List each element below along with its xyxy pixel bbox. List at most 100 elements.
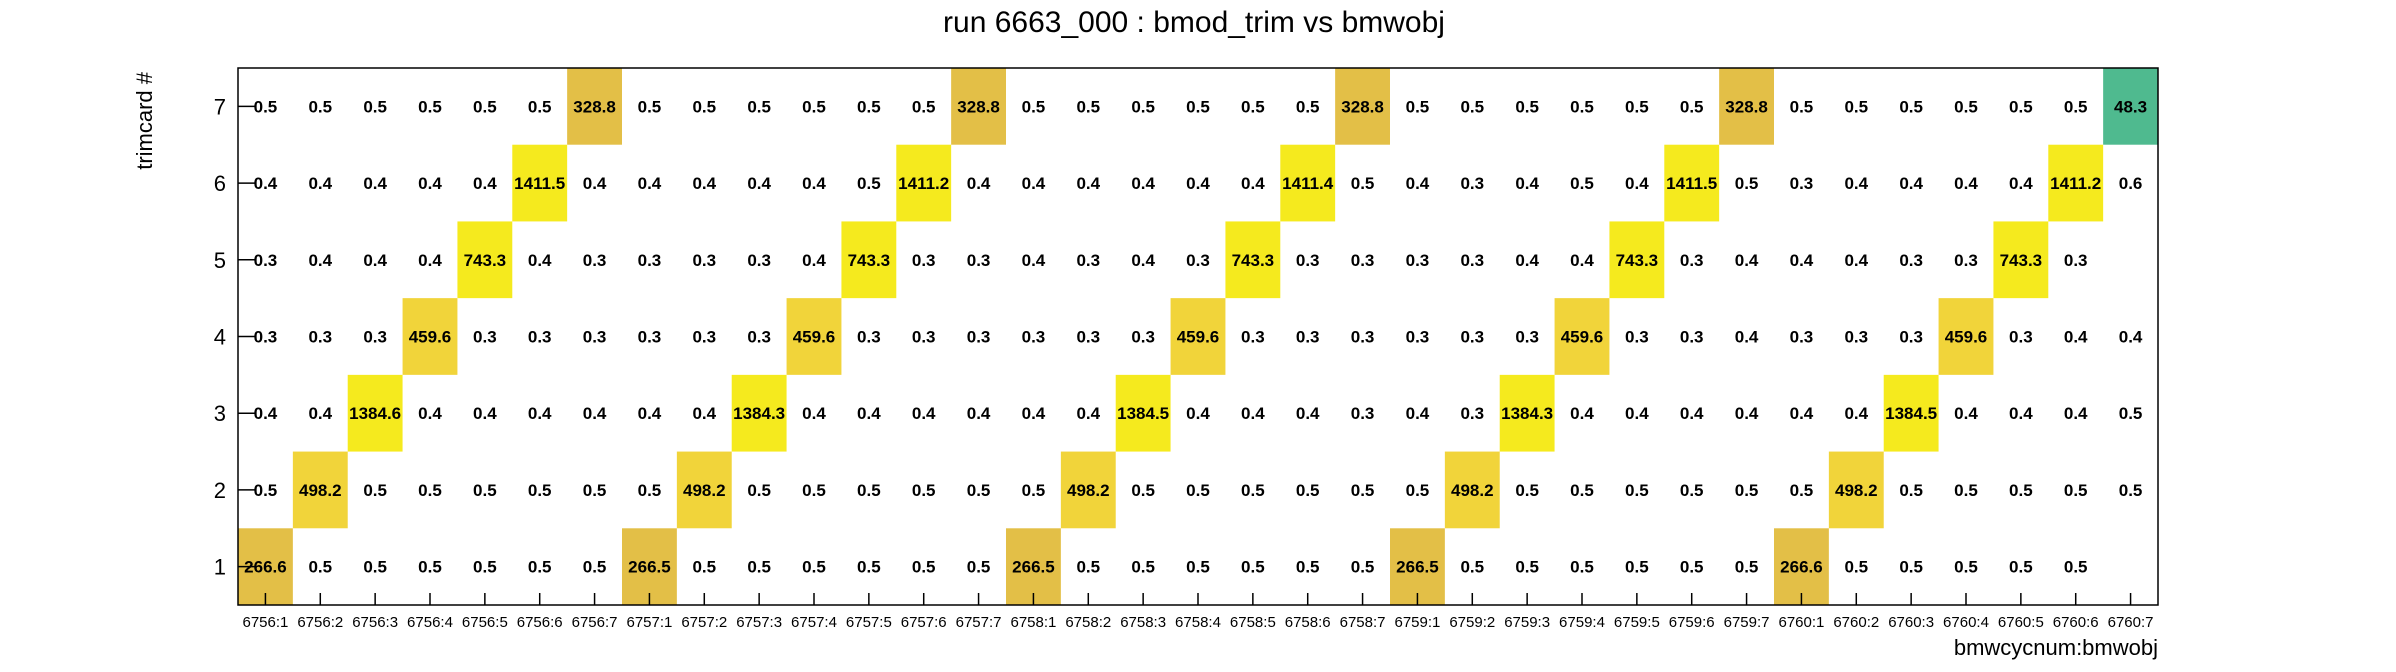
cell-value-label: 0.5 xyxy=(1241,558,1265,577)
cell-value-label: 459.6 xyxy=(1945,328,1988,347)
cell-value-label: 0.5 xyxy=(1406,97,1430,116)
cell-value-label: 266.6 xyxy=(244,558,287,577)
chart-title: run 6663_000 : bmod_trim vs bmwobj xyxy=(943,6,1445,39)
cell-value-label: 0.5 xyxy=(1241,481,1265,500)
cell-value-label: 0.4 xyxy=(418,404,442,423)
x-tick-label: 6757:4 xyxy=(791,614,837,631)
y-tick-label: 5 xyxy=(214,248,226,273)
cell-value-label: 0.5 xyxy=(1899,481,1923,500)
cell-value-label: 1384.3 xyxy=(1501,404,1553,423)
x-tick-label: 6756:1 xyxy=(242,614,288,631)
cell-value-label: 0.5 xyxy=(1515,558,1539,577)
cell-value-label: 0.3 xyxy=(1406,251,1430,270)
cell-value-label: 266.5 xyxy=(628,558,671,577)
cell-value-label: 0.5 xyxy=(2009,481,2033,500)
cell-value-label: 0.5 xyxy=(1186,481,1210,500)
heatmap-cell xyxy=(731,374,787,452)
cell-value-label: 0.3 xyxy=(747,328,771,347)
cell-value-label: 0.5 xyxy=(418,97,442,116)
cell-value-label: 0.5 xyxy=(1186,558,1210,577)
cell-value-label: 0.4 xyxy=(1515,251,1539,270)
x-tick-label: 6758:3 xyxy=(1120,614,1166,631)
x-tick-label: 6757:5 xyxy=(846,614,892,631)
cell-value-label: 0.4 xyxy=(1241,174,1265,193)
heatmap-cell xyxy=(1883,374,1939,452)
cell-value-label: 266.6 xyxy=(1780,558,1823,577)
cell-value-label: 0.3 xyxy=(1460,328,1484,347)
cell-value-label: 0.5 xyxy=(583,558,607,577)
cell-value-label: 0.4 xyxy=(363,174,387,193)
cell-value-label: 0.5 xyxy=(308,97,332,116)
heatmap-cell xyxy=(1609,221,1665,299)
cell-value-label: 0.5 xyxy=(1954,97,1978,116)
cell-value-label: 0.5 xyxy=(912,97,936,116)
heatmap-cell xyxy=(841,221,897,299)
x-tick-label: 6760:6 xyxy=(2053,614,2099,631)
heatmap-cells xyxy=(238,68,2158,605)
cell-value-label: 0.5 xyxy=(1351,174,1375,193)
cell-value-label: 1384.6 xyxy=(349,404,401,423)
cell-value-label: 459.6 xyxy=(409,328,452,347)
x-tick-label: 6760:5 xyxy=(1998,614,2044,631)
cell-value-label: 0.4 xyxy=(1735,328,1759,347)
x-tick-label: 6760:7 xyxy=(2108,614,2154,631)
heatmap-cell xyxy=(567,68,622,145)
x-tick-label: 6757:2 xyxy=(681,614,727,631)
cell-value-label: 0.4 xyxy=(1406,174,1430,193)
cell-value-label: 0.3 xyxy=(1296,328,1320,347)
cell-value-label: 0.4 xyxy=(692,174,716,193)
x-tick-label: 6756:3 xyxy=(352,614,398,631)
cell-value-label: 0.3 xyxy=(2064,251,2088,270)
heatmap-cell xyxy=(676,451,732,529)
cell-value-label: 0.3 xyxy=(967,251,991,270)
cell-value-label: 0.5 xyxy=(1954,558,1978,577)
heatmap-cell xyxy=(2048,144,2104,222)
cell-value-label: 0.5 xyxy=(1625,481,1649,500)
cell-value-label: 0.4 xyxy=(308,174,332,193)
cell-value-label: 0.5 xyxy=(2064,97,2088,116)
cell-value-label: 0.4 xyxy=(1625,404,1649,423)
cell-value-label: 0.4 xyxy=(1022,174,1046,193)
cell-value-label: 0.4 xyxy=(2064,328,2088,347)
cell-value-label: 0.5 xyxy=(1515,97,1539,116)
x-tick-label: 6759:6 xyxy=(1669,614,1715,631)
cell-value-label: 0.4 xyxy=(1844,174,1868,193)
x-tick-label: 6756:4 xyxy=(407,614,453,631)
cell-value-label: 0.4 xyxy=(857,404,881,423)
y-axis: 1 2 3 4 5 6 7 xyxy=(214,94,256,580)
cell-value-label: 498.2 xyxy=(683,481,726,500)
cell-value-label: 0.3 xyxy=(1844,328,1868,347)
cell-value-label: 0.3 xyxy=(1406,328,1430,347)
cell-value-label: 0.5 xyxy=(2064,558,2088,577)
cell-value-label: 0.5 xyxy=(1460,558,1484,577)
cell-value-label: 0.5 xyxy=(1570,97,1594,116)
cell-value-label: 0.3 xyxy=(473,328,497,347)
cell-value-label: 743.3 xyxy=(1616,251,1659,270)
x-tick-label: 6759:2 xyxy=(1449,614,1495,631)
cell-value-label: 743.3 xyxy=(2000,251,2043,270)
cell-value-label: 0.4 xyxy=(2064,404,2088,423)
cell-value-label: 0.5 xyxy=(967,481,991,500)
cell-value-label: 0.5 xyxy=(1515,481,1539,500)
cell-value-label: 0.4 xyxy=(747,174,771,193)
cell-value-label: 0.5 xyxy=(1296,481,1320,500)
cell-value-label: 0.5 xyxy=(692,97,716,116)
cell-value-label: 0.4 xyxy=(473,404,497,423)
cell-value-label: 0.3 xyxy=(692,251,716,270)
cell-value-label: 0.5 xyxy=(583,481,607,500)
cell-value-label: 0.3 xyxy=(1680,328,1704,347)
cell-value-label: 743.3 xyxy=(1232,251,1275,270)
cell-value-label: 0.3 xyxy=(2009,328,2033,347)
x-tick-label: 6756:6 xyxy=(517,614,563,631)
cell-value-label: 1411.2 xyxy=(898,174,949,193)
cell-value-label: 743.3 xyxy=(464,251,507,270)
cell-value-label: 328.8 xyxy=(1341,97,1384,116)
cell-value-label: 0.5 xyxy=(1790,97,1814,116)
cell-value-label: 0.3 xyxy=(1899,251,1923,270)
cell-value-label: 0.5 xyxy=(1351,558,1375,577)
cell-value-label: 0.4 xyxy=(1406,404,1430,423)
x-tick-label: 6756:2 xyxy=(297,614,343,631)
cell-value-label: 0.5 xyxy=(2119,481,2143,500)
cell-value-label: 0.5 xyxy=(1844,97,1868,116)
